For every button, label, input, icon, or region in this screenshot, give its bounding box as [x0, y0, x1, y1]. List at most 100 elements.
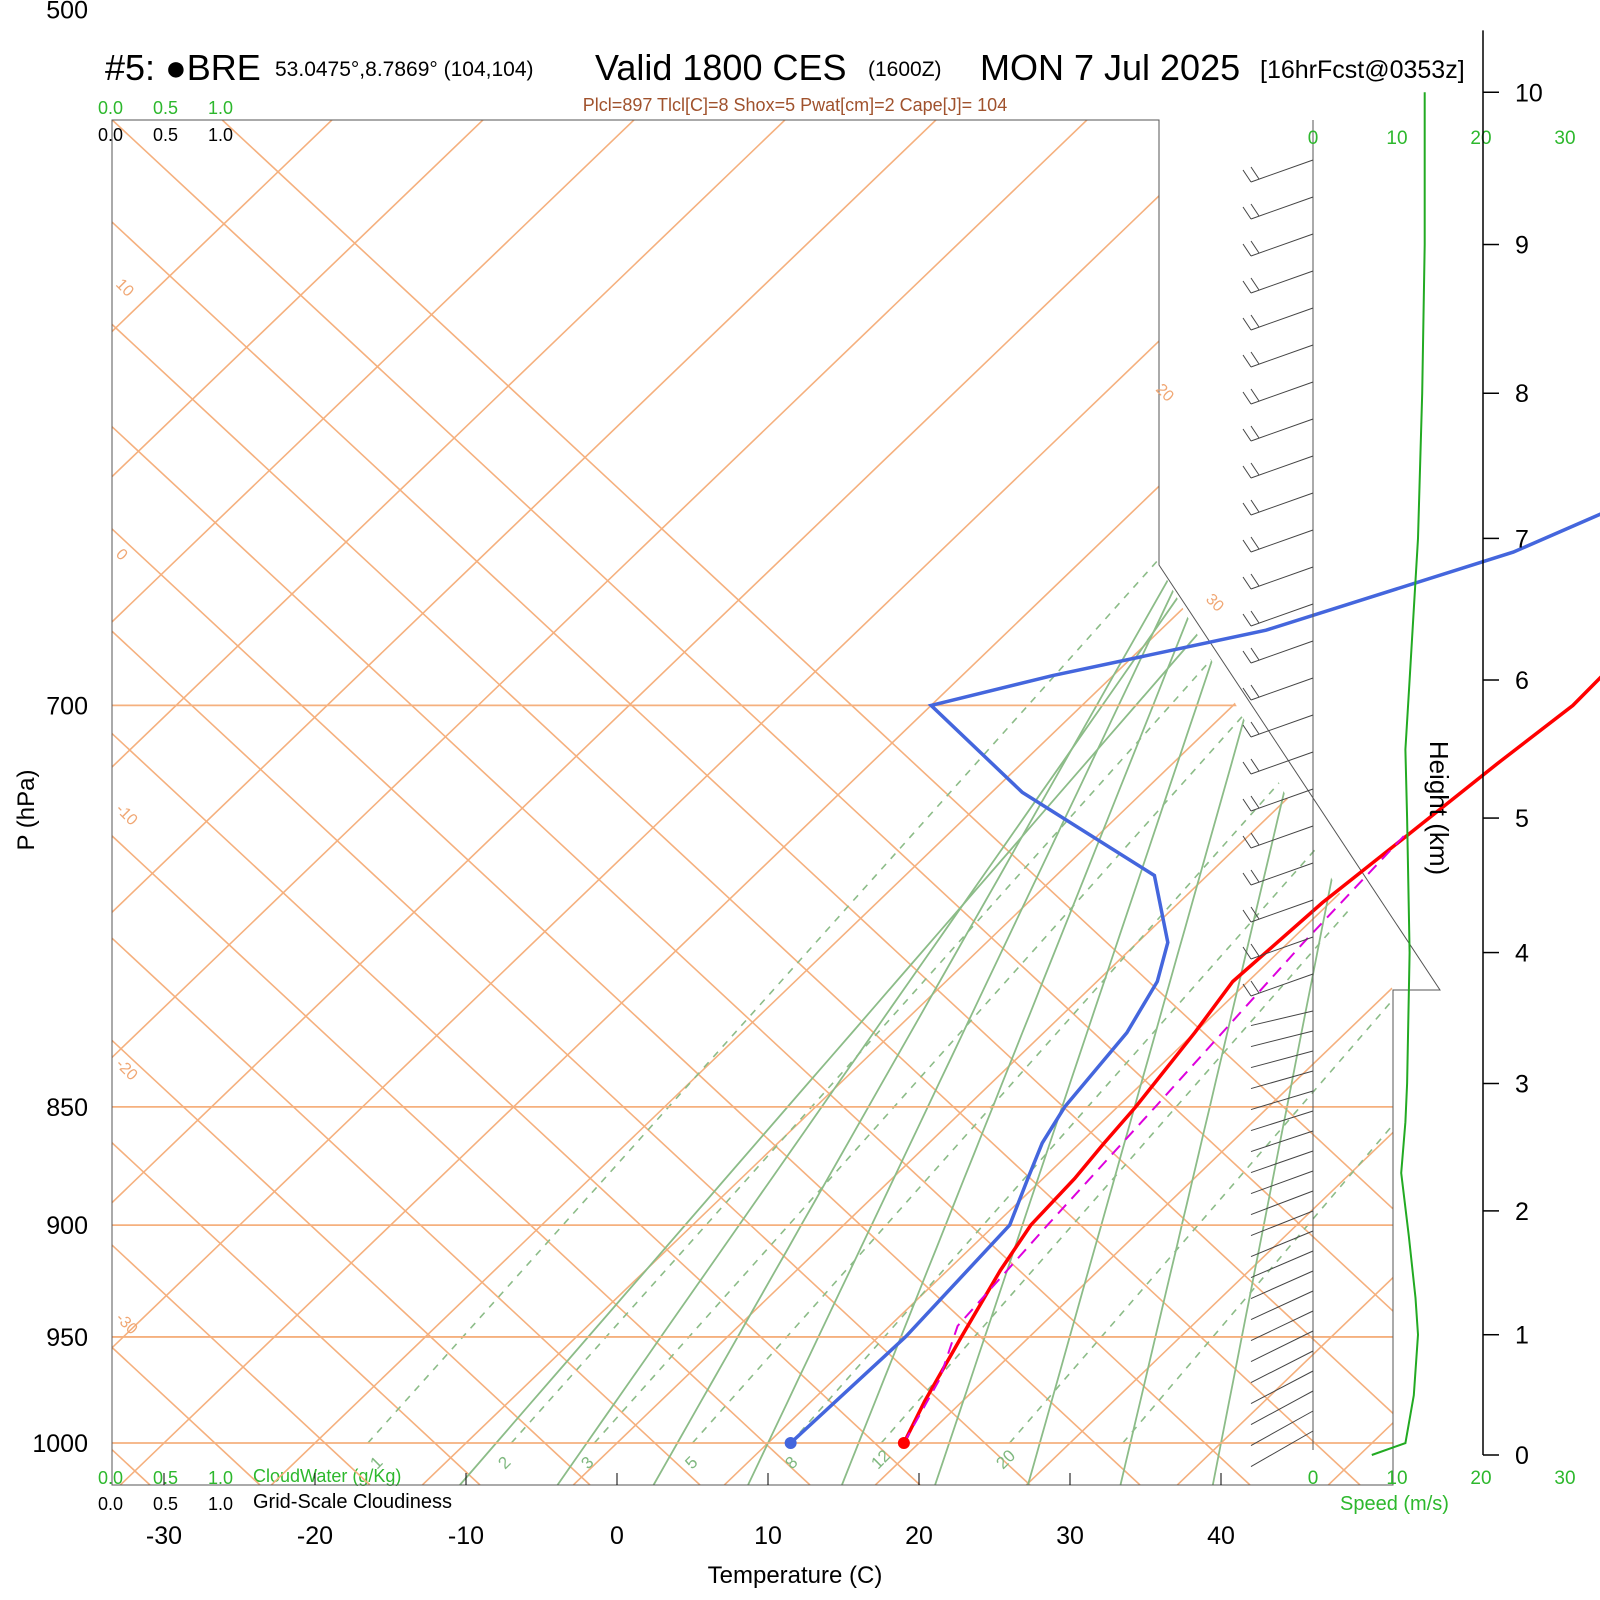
wind-barb: [1250, 1050, 1314, 1069]
height-tick-label: 8: [1515, 380, 1529, 408]
moist-adiabat-line: [1200, 120, 1393, 1485]
wind-barb-flag: [1242, 909, 1252, 923]
surface-dewpoint-marker: [784, 1437, 797, 1449]
wind-barb-flag: [1242, 946, 1252, 960]
x-axis-title: Temperature (C): [708, 1562, 883, 1589]
wind-barb-flag: [1242, 650, 1252, 664]
wind-barb: [1250, 936, 1314, 960]
wind-barb-flag: [1242, 872, 1252, 886]
isotherm-line: [112, 120, 1393, 1485]
mixing-ratio-line: [880, 120, 1393, 1444]
wind-barb-flag: [1250, 610, 1260, 624]
wind-barb: [1250, 1150, 1314, 1174]
isotherm-line: [964, 120, 1393, 1485]
speed-tick-label: 20: [1470, 128, 1491, 149]
mixing-ratio-line: [510, 120, 1393, 1444]
mixing-ratio-label: 2: [494, 1453, 514, 1473]
temperature-tick-label: 20: [905, 1522, 933, 1550]
speed-tick-label: 10: [1386, 1468, 1407, 1489]
isotherm-line: [813, 120, 1393, 1485]
svg-text:0.5: 0.5: [153, 1494, 178, 1514]
isotherm-line: [112, 120, 1393, 1485]
wind-barb: [1250, 1110, 1314, 1132]
wind-barb-flag: [1242, 206, 1252, 220]
speed-tick-label: 30: [1554, 1468, 1575, 1489]
wind-barb: [1250, 973, 1314, 997]
wind-barb-flag: [1250, 832, 1260, 846]
pressure-tick-label: 850: [46, 1094, 88, 1122]
svg-text:0.5: 0.5: [153, 1468, 178, 1488]
valid-label: Valid 1800 CES: [595, 47, 847, 88]
height-tick-label: 0: [1515, 1442, 1529, 1470]
moist-adiabat-line: [1010, 120, 1393, 1485]
wind-barb: [1250, 1310, 1314, 1342]
wind-barb-flag: [1242, 354, 1252, 368]
wind-barb: [1250, 1070, 1314, 1090]
wind-barb: [1250, 1090, 1314, 1111]
wind-barb-flag: [1250, 869, 1260, 883]
coords-label: 53.0475°,8.7869° (104,104): [275, 58, 534, 81]
isotherm-label: 30: [1202, 591, 1227, 616]
date-label: MON 7 Jul 2025: [980, 47, 1240, 88]
wind-barb: [1250, 196, 1314, 220]
wind-barb: [1250, 1350, 1314, 1383]
svg-text:0.0: 0.0: [98, 1468, 123, 1488]
isotherm-line: [662, 120, 1393, 1485]
dry-adiabat-line: [112, 120, 481, 1485]
dry-adiabat-line: [112, 120, 591, 1485]
wind-barb-flag: [1250, 647, 1260, 661]
speed-axis-title: Speed (m/s): [1340, 1493, 1449, 1515]
wind-barb: [1250, 1410, 1314, 1446]
moist-adiabat-line: [408, 120, 1393, 1485]
mixing-ratio-line: [790, 120, 1393, 1444]
wind-barb: [1250, 381, 1314, 405]
height-tick-label: 2: [1515, 1198, 1529, 1226]
isotherm-line: [112, 120, 1393, 1485]
isotherm-label: 20: [1152, 381, 1177, 406]
wind-barb-flag: [1250, 462, 1260, 476]
mixing-ratio-line: [1122, 120, 1393, 1444]
isotherm-label: 10: [112, 276, 137, 301]
wind-barb: [1250, 714, 1314, 738]
svg-text:Grid-Scale Cloudiness: Grid-Scale Cloudiness: [253, 1491, 452, 1513]
dewpoint-profile: [789, 512, 1600, 1445]
height-tick-label: 5: [1515, 805, 1529, 833]
wind-barb-flag: [1242, 428, 1252, 442]
isotherm-line: [209, 120, 1393, 1485]
wind-barb-flag: [1250, 906, 1260, 920]
isotherm-label: -10: [112, 801, 140, 829]
isotherm-label: -20: [112, 1056, 140, 1084]
wind-barb-flag: [1250, 980, 1260, 994]
wind-barb: [1250, 1010, 1314, 1027]
dry-adiabat-line: [112, 120, 1031, 1485]
isotherm-line: [112, 120, 1393, 1485]
height-tick-label: 3: [1515, 1071, 1529, 1099]
wind-barb: [1250, 159, 1314, 183]
wind-barb-flag: [1242, 502, 1252, 516]
height-tick-label: 7: [1515, 525, 1529, 553]
wind-barb: [1250, 603, 1314, 627]
mixing-ratio-line: [367, 120, 1393, 1444]
wind-barb: [1250, 788, 1314, 812]
wind-barb-flag: [1250, 166, 1260, 180]
svg-text:1.0: 1.0: [208, 1468, 233, 1488]
wind-barb-flag: [1242, 391, 1252, 405]
station-label: #5: ●BRE: [105, 47, 261, 88]
mixing-ratio-line: [593, 120, 1393, 1444]
wind-barb: [1250, 1030, 1314, 1048]
wind-barb-flag: [1250, 499, 1260, 513]
wind-barb: [1250, 862, 1314, 886]
svg-text:1.0: 1.0: [208, 125, 233, 145]
wind-barb-flag: [1250, 684, 1260, 698]
wind-barb: [1250, 1250, 1314, 1279]
wind-barb: [1250, 1130, 1314, 1153]
pressure-tick-label: 500: [46, 0, 88, 25]
y-axis-title: P (hPa): [13, 770, 40, 851]
temperature-tick-label: 30: [1056, 1522, 1084, 1550]
wind-barb: [1250, 899, 1314, 923]
sounding-profiles: [784, 512, 1600, 1449]
wind-barb-flag: [1250, 203, 1260, 217]
mixing-ratio-line: [691, 120, 1393, 1444]
isotherm-line: [112, 120, 1393, 1485]
